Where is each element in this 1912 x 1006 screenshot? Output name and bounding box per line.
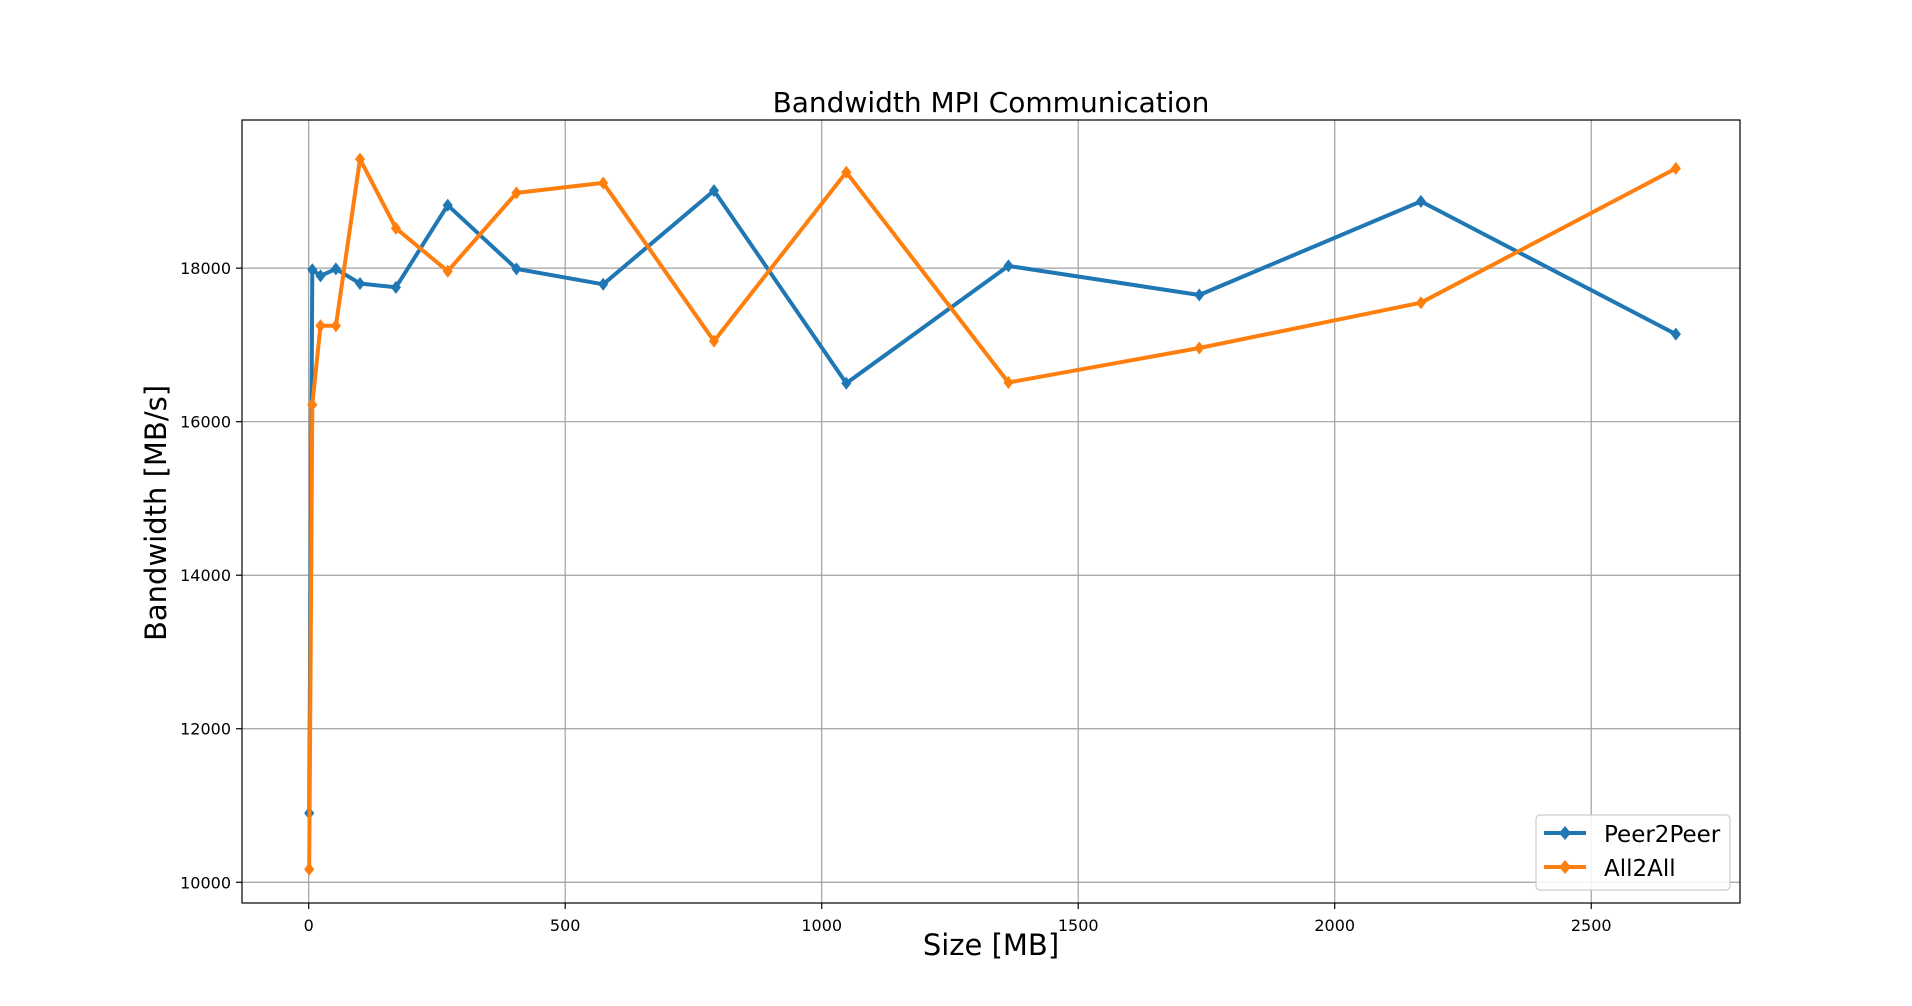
legend-label-all2all: All2All [1604,856,1676,882]
data-point-peer2peer [841,376,852,390]
data-point-peer2peer [598,277,609,291]
legend-marker-all2all [1559,860,1571,874]
data-point-all2all [390,221,401,235]
data-point-peer2peer [330,262,341,276]
data-point-all2all [511,186,522,200]
data-point-peer2peer [315,269,326,283]
x-tick-label: 2000 [1314,916,1355,935]
data-point-all2all [841,165,852,179]
x-tick-label: 2500 [1571,916,1612,935]
series-peer2peer [304,184,1681,820]
x-axis-label: Size [MB] [923,928,1059,962]
legend-entry-peer2peer: Peer2Peer [1544,822,1721,848]
data-point-peer2peer [354,277,366,291]
data-point-peer2peer [307,263,318,277]
data-point-all2all [354,152,366,166]
legend-label-peer2peer: Peer2Peer [1604,822,1721,848]
data-point-all2all [1003,376,1014,390]
x-tick-label: 1500 [1058,916,1099,935]
data-point-all2all [1194,341,1205,355]
data-point-peer2peer [1194,288,1205,302]
data-point-peer2peer [708,184,720,198]
axis-ticks: 0 500 1000 1500 2000 2500 10000 12000 14000 16000… [180,259,1611,935]
plot-series [304,152,1681,876]
series-all2all [304,152,1681,876]
data-point-all2all [330,319,341,333]
data-point-all2all [708,334,720,348]
data-point-all2all [442,264,453,278]
x-tick-label: 500 [550,916,581,935]
data-point-peer2peer [390,280,401,294]
data-point-all2all [1670,161,1681,175]
data-point-all2all [1415,296,1426,310]
plot-frame [241,119,1741,904]
chart-title: Bandwidth MPI Communication [773,86,1210,119]
legend-entry-all2all: All2All [1544,856,1676,882]
data-point-all2all [598,176,609,190]
data-point-peer2peer [1415,194,1426,208]
legend-marker-peer2peer [1559,826,1571,840]
y-tick-label: 12000 [180,720,231,739]
y-tick-label: 16000 [180,413,231,432]
legend: Peer2Peer All2All [1535,814,1731,891]
y-tick-label: 10000 [180,873,231,892]
x-tick-label: 1000 [801,916,842,935]
data-point-peer2peer [442,198,453,212]
y-tick-label: 14000 [180,566,231,585]
data-point-peer2peer [511,262,522,276]
x-tick-label: 0 [304,916,314,935]
data-point-all2all [304,862,315,876]
y-axis-label: Bandwidth [MB/s] [139,385,173,641]
y-tick-label: 18000 [180,259,231,278]
data-point-peer2peer [1670,327,1681,341]
data-point-all2all [307,398,318,412]
data-point-peer2peer [1003,259,1014,273]
data-point-all2all [315,319,326,333]
